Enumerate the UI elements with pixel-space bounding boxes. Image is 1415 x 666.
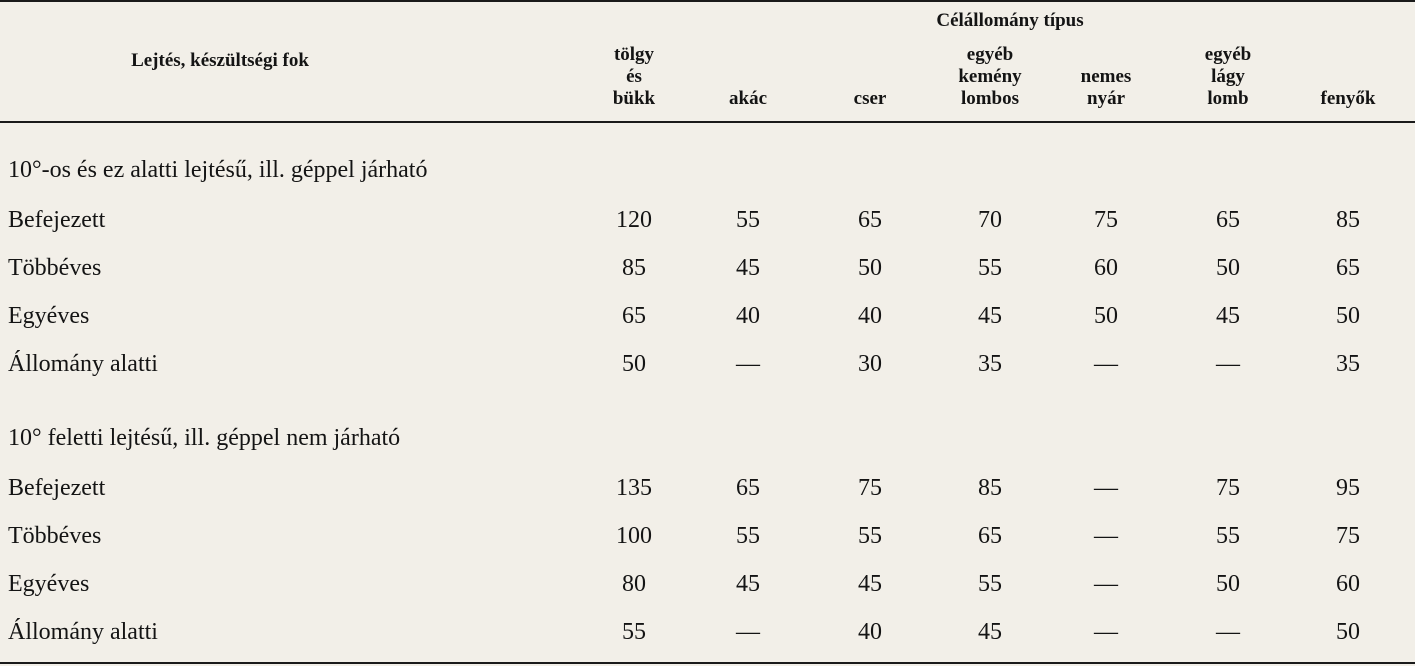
table-cell: 50 (1336, 303, 1360, 329)
row-label: Többéves (8, 255, 102, 281)
table-cell: 45 (736, 571, 760, 597)
row-label: Állomány alatti (8, 351, 158, 377)
table-cell: 85 (1336, 207, 1360, 233)
column-header: nemes nyár (1051, 66, 1161, 110)
table-cell: — (1216, 351, 1240, 377)
table-cell: 50 (1094, 303, 1118, 329)
column-header: cser (815, 88, 925, 110)
table-cell: 45 (858, 571, 882, 597)
column-header-line: fenyők (1320, 88, 1376, 109)
row-label: Állomány alatti (8, 619, 158, 645)
column-header-line: tölgy (613, 44, 655, 65)
table-cell: 65 (622, 303, 646, 329)
row-label: Befejezett (8, 207, 106, 233)
table-cell: 35 (978, 351, 1002, 377)
table-cell: 30 (858, 351, 882, 377)
row-label: Többéves (8, 523, 102, 549)
table-cell: 80 (622, 571, 646, 597)
table-cell: 65 (978, 523, 1002, 549)
table-cell: 40 (736, 303, 760, 329)
table-cell: 135 (616, 475, 652, 501)
column-group-label: Célállomány típus (936, 10, 1084, 31)
table-cell: 45 (1216, 303, 1240, 329)
table-cell: — (1216, 619, 1240, 645)
column-header-line: bükk (612, 88, 656, 109)
table-cell: 55 (858, 523, 882, 549)
table-cell: — (1094, 351, 1118, 377)
table-cell: 65 (858, 207, 882, 233)
table-cell: 50 (858, 255, 882, 281)
column-header-line: nemes (1080, 66, 1132, 87)
table-cell: 120 (616, 207, 652, 233)
column-header: akác (693, 88, 803, 110)
column-header-line: lágy (1211, 66, 1245, 87)
row-header-label: Lejtés, készültségi fok (131, 50, 309, 71)
header-rule (0, 121, 1415, 123)
column-header-line: egyéb (1204, 44, 1252, 65)
table-cell: 75 (858, 475, 882, 501)
table-cell: — (736, 351, 760, 377)
table-cell: 85 (622, 255, 646, 281)
row-label: Befejezett (8, 475, 106, 501)
table-top-rule (0, 0, 1415, 2)
table-cell: 70 (978, 207, 1002, 233)
section-title: 10°-os és ez alatti lejtésű, ill. géppel… (8, 157, 428, 183)
table-cell: 45 (736, 255, 760, 281)
table-cell: 55 (736, 207, 760, 233)
table-cell: 65 (736, 475, 760, 501)
table-cell: 45 (978, 619, 1002, 645)
column-header: egyéb lágy lomb (1173, 44, 1283, 110)
table-cell: 50 (622, 351, 646, 377)
column-header-line: lomb (1207, 88, 1249, 109)
table-cell: 55 (978, 571, 1002, 597)
row-label: Egyéves (8, 303, 90, 329)
table-cell: 35 (1336, 351, 1360, 377)
table-cell: — (736, 619, 760, 645)
table-cell: 40 (858, 303, 882, 329)
table-cell: 60 (1094, 255, 1118, 281)
table-cell: 55 (1216, 523, 1240, 549)
table-bottom-rule (0, 662, 1415, 664)
table-cell: 55 (622, 619, 646, 645)
table-cell: 50 (1216, 571, 1240, 597)
table-cell: 95 (1336, 475, 1360, 501)
section-title: 10° feletti lejtésű, ill. géppel nem jár… (8, 425, 401, 451)
column-header: fenyők (1293, 88, 1403, 110)
table-cell: 75 (1216, 475, 1240, 501)
column-header: egyéb kemény lombos (935, 44, 1045, 110)
table-cell: — (1094, 475, 1118, 501)
table-cell: 45 (978, 303, 1002, 329)
table-cell: — (1094, 523, 1118, 549)
column-header-line: kemény (958, 66, 1022, 87)
table-cell: 50 (1216, 255, 1240, 281)
column-header-line: nyár (1087, 88, 1125, 109)
table-cell: 40 (858, 619, 882, 645)
column-header-line: egyéb (966, 44, 1014, 65)
table-cell: 75 (1094, 207, 1118, 233)
table-cell: 100 (616, 523, 652, 549)
table-cell: — (1094, 619, 1118, 645)
table-cell: 55 (736, 523, 760, 549)
column-header-line: akác (729, 88, 767, 109)
table-cell: 60 (1336, 571, 1360, 597)
row-label: Egyéves (8, 571, 90, 597)
table-cell: 65 (1336, 255, 1360, 281)
column-header-line: és (626, 66, 642, 87)
column-header-line: cser (853, 88, 887, 109)
table-cell: 75 (1336, 523, 1360, 549)
table-cell: 50 (1336, 619, 1360, 645)
table-cell: 55 (978, 255, 1002, 281)
table-cell: 85 (978, 475, 1002, 501)
table-cell: — (1094, 571, 1118, 597)
column-header: tölgy és bükk (579, 44, 689, 110)
column-header-line: lombos (960, 88, 1020, 109)
table-cell: 65 (1216, 207, 1240, 233)
